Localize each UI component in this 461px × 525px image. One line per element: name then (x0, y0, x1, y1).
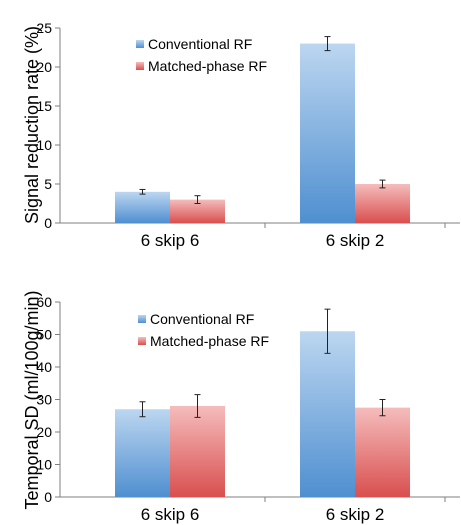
x-category-label: 6 skip 2 (326, 231, 385, 250)
y-tick-label: 5 (44, 176, 52, 192)
bar-matched-phase-rf-6-skip-2 (355, 407, 410, 497)
legend-box (129, 307, 287, 359)
error-bar-conventional-rf-6-skip-2 (324, 308, 331, 354)
x-category-label: 6 skip 6 (141, 231, 200, 250)
y-tick-label: 10 (36, 457, 52, 473)
legend-box (127, 32, 285, 84)
legend-label-matched-phase-rf: Matched-phase RF (148, 58, 267, 74)
bar-matched-phase-rf-6-skip-6 (170, 406, 225, 497)
legend-label-conventional-rf: Conventional RF (150, 311, 254, 327)
y-tick-label: 20 (36, 424, 52, 440)
y-tick-label: 10 (36, 137, 52, 153)
error-bar-conventional-rf-6-skip-6 (139, 401, 146, 418)
y-tick-label: 0 (44, 489, 52, 505)
y-tick-label: 60 (36, 294, 52, 310)
error-bar-matched-phase-rf-6-skip-2 (379, 399, 386, 417)
y-axis-title: Temporal SD (ml/100g/min) (22, 290, 42, 509)
error-bar-matched-phase-rf-6-skip-6 (194, 394, 201, 418)
bar-matched-phase-rf-6-skip-2 (355, 184, 410, 223)
legend-swatch-conventional-rf (138, 315, 146, 323)
y-tick-label: 50 (36, 327, 52, 343)
error-bar-conventional-rf-6-skip-2 (324, 36, 331, 52)
bar-matched-phase-rf-6-skip-6 (170, 199, 225, 223)
signal-reduction-chart: 0 5 10 15 20 25 Signal reduction rate (%) 6 ski… (0, 0, 461, 255)
y-tick-label: 0 (44, 215, 52, 231)
legend-swatch-matched-phase-rf (138, 337, 146, 345)
y-tick-label: 20 (36, 59, 52, 75)
bar-conventional-rf-6-skip-2 (300, 43, 355, 223)
error-bar-conventional-rf-6-skip-6 (139, 188, 146, 195)
y-axis-title: Signal reduction rate (%) (22, 26, 42, 224)
legend-label-conventional-rf: Conventional RF (148, 36, 252, 52)
error-bar-matched-phase-rf-6-skip-2 (379, 179, 386, 189)
bar-conventional-rf-6-skip-6 (115, 409, 170, 497)
legend: Conventional RF Matched-phase RF (129, 307, 287, 359)
bar-conventional-rf-6-skip-2 (300, 331, 355, 497)
y-tick-label: 30 (36, 392, 52, 408)
error-bar-matched-phase-rf-6-skip-6 (194, 195, 201, 204)
y-tick-label: 40 (36, 359, 52, 375)
legend-label-matched-phase-rf: Matched-phase RF (150, 333, 269, 349)
legend-swatch-matched-phase-rf (136, 62, 144, 70)
y-tick-label: 25 (36, 20, 52, 36)
x-category-label: 6 skip 2 (326, 505, 385, 524)
temporal-sd-chart: 0 10 20 30 40 50 60 Temporal SD (ml/100g/min) 6 … (0, 262, 461, 525)
x-category-label: 6 skip 6 (141, 505, 200, 524)
bar-conventional-rf-6-skip-6 (115, 191, 170, 223)
legend: Conventional RF Matched-phase RF (127, 32, 285, 84)
legend-swatch-conventional-rf (136, 40, 144, 48)
y-tick-label: 15 (36, 98, 52, 114)
